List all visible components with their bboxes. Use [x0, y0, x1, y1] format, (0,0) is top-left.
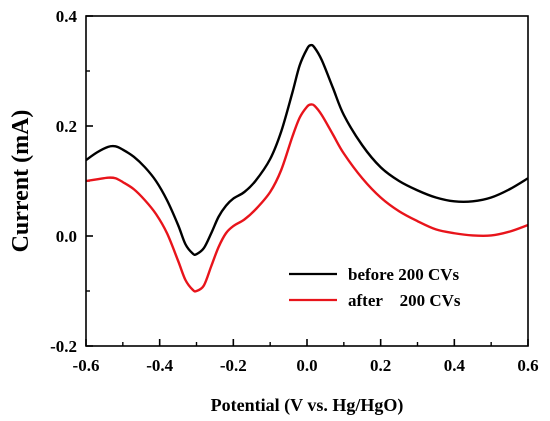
y-tick-label: 0.4: [56, 7, 78, 26]
series-lines: [85, 43, 529, 293]
plot-frame: [85, 15, 529, 347]
legend-label-after: after 200 CVs: [348, 291, 461, 310]
legend: before 200 CVs after 200 CVs: [289, 265, 461, 310]
series-line-before: [85, 43, 529, 257]
x-tick-label: -0.4: [146, 356, 173, 375]
y-axis-title: Current (mA): [8, 110, 34, 253]
x-tick-label: 0.4: [444, 356, 466, 375]
axis-ticks: [85, 15, 529, 347]
x-tick-label: 0.2: [370, 356, 391, 375]
x-axis-title: Potential (V vs. Hg/HgO): [211, 395, 404, 416]
series-line-after: [85, 103, 529, 293]
y-tick-label: 0.0: [56, 227, 77, 246]
x-tick-label: -0.6: [73, 356, 100, 375]
y-tick-label: 0.2: [56, 117, 77, 136]
tick-labels: -0.6 -0.4 -0.2 0.0 0.2 0.4 0.6 -0.2 0.0 0.2 0.4: [50, 7, 539, 375]
x-tick-label: 0.6: [517, 356, 538, 375]
y-tick-label: -0.2: [50, 337, 77, 356]
x-tick-label: 0.0: [296, 356, 317, 375]
x-tick-label: -0.2: [220, 356, 247, 375]
legend-label-before: before 200 CVs: [348, 265, 459, 284]
